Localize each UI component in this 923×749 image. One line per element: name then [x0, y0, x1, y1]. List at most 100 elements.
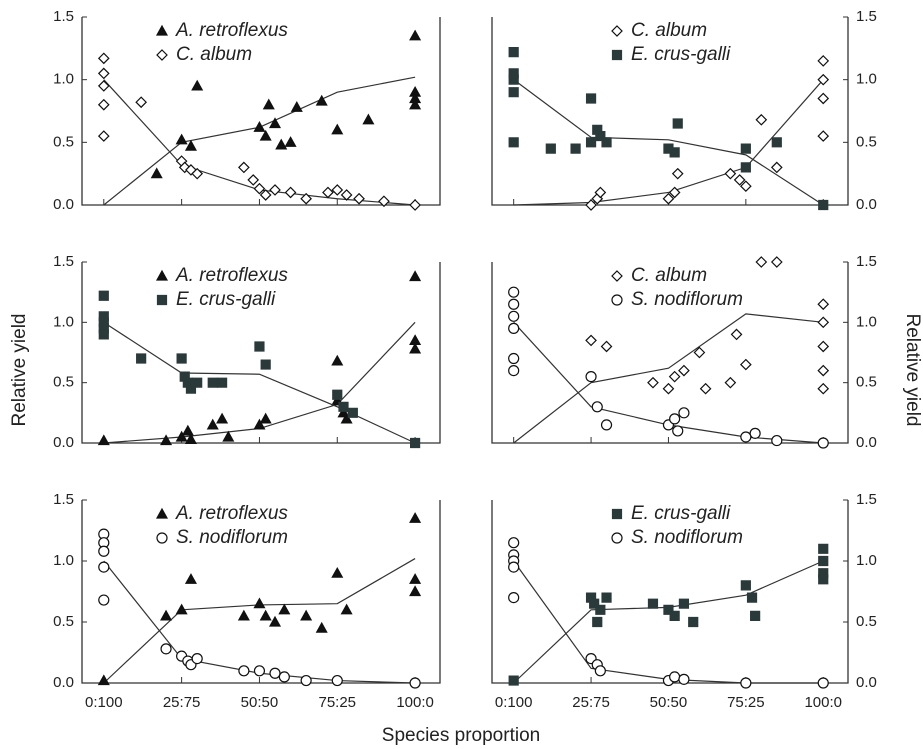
- data-point: [770, 256, 783, 268]
- data-point: [340, 412, 353, 424]
- data-point: [259, 609, 272, 621]
- legend-label: C. album: [631, 20, 707, 41]
- data-point: [340, 189, 353, 201]
- data-point: [817, 298, 830, 311]
- x-tick-label: 75:25: [318, 694, 356, 711]
- data-point: [284, 136, 297, 147]
- data-point: [260, 359, 271, 370]
- data-point: [740, 143, 751, 154]
- data-point: [746, 592, 758, 603]
- y-tick-label: 0.0: [856, 674, 877, 691]
- data-point: [672, 425, 684, 437]
- y-tick-label: 1.0: [53, 552, 74, 569]
- data-point: [740, 162, 751, 173]
- data-point: [508, 353, 520, 365]
- data-point: [669, 671, 681, 683]
- legend-label: A. retroflexus: [175, 265, 288, 286]
- data-point: [175, 430, 188, 442]
- y-tick-label: 1.0: [53, 313, 74, 330]
- data-point: [508, 137, 519, 148]
- data-point: [362, 113, 375, 125]
- data-point: [278, 603, 291, 615]
- data-point: [730, 328, 743, 341]
- data-point: [508, 74, 519, 85]
- legend-marker: [156, 294, 168, 306]
- data-point: [135, 96, 147, 109]
- data-point: [98, 290, 109, 301]
- x-tick-label: 100:0: [804, 694, 842, 711]
- data-point: [600, 340, 613, 353]
- data-point: [818, 543, 829, 554]
- data-point: [192, 377, 203, 388]
- data-point: [331, 675, 343, 687]
- x-tick-label: 100:0: [396, 694, 434, 711]
- data-point: [508, 322, 520, 334]
- data-point: [671, 167, 684, 180]
- y-axis-label-right: Relative yield: [902, 314, 923, 427]
- legend-marker: [156, 532, 168, 544]
- data-point: [585, 137, 597, 148]
- data-point: [508, 537, 520, 549]
- data-point: [817, 73, 830, 86]
- data-point: [175, 133, 188, 145]
- data-point: [176, 353, 187, 364]
- data-point: [508, 592, 520, 604]
- y-tick-label: 1.0: [856, 313, 877, 330]
- data-point: [733, 174, 746, 186]
- data-point: [269, 667, 281, 679]
- data-point: [678, 364, 690, 377]
- legend-label: S. nodiflorum: [631, 527, 743, 548]
- data-point: [300, 675, 312, 687]
- data-point: [750, 610, 761, 621]
- data-point: [207, 377, 218, 388]
- fit-line: [103, 558, 416, 684]
- data-point: [268, 615, 282, 627]
- data-point: [755, 113, 768, 126]
- data-point: [508, 298, 520, 310]
- data-point: [191, 653, 203, 665]
- fit-line: [513, 79, 824, 206]
- data-point: [160, 609, 173, 621]
- legend-label: E. crus-galli: [631, 44, 731, 65]
- data-point: [669, 413, 681, 425]
- data-point: [253, 597, 266, 609]
- y-tick-label: 0.5: [856, 374, 877, 391]
- x-tick-label: 25:75: [163, 694, 201, 711]
- legend-label: C. album: [176, 44, 252, 65]
- data-point: [508, 310, 520, 322]
- data-point: [409, 585, 422, 597]
- axis-frame: [491, 262, 849, 444]
- y-axis-label: Relative yield: [9, 314, 30, 427]
- data-point: [216, 377, 228, 388]
- data-point: [409, 512, 422, 523]
- data-point: [184, 573, 197, 584]
- data-point: [331, 184, 344, 196]
- legend-marker: [611, 25, 623, 37]
- data-point: [191, 167, 204, 180]
- data-point: [592, 616, 603, 628]
- fit-line: [513, 560, 824, 684]
- data-point: [378, 195, 390, 208]
- y-tick-label: 0.0: [856, 434, 877, 451]
- legend-marker: [155, 24, 169, 36]
- data-point: [254, 341, 265, 352]
- data-point: [662, 382, 675, 395]
- data-point: [585, 93, 597, 104]
- data-point: [601, 592, 612, 603]
- data-point: [409, 342, 422, 354]
- data-point: [278, 671, 290, 683]
- data-point: [740, 677, 752, 689]
- data-point: [322, 186, 334, 199]
- data-point: [585, 334, 597, 347]
- data-point: [409, 98, 422, 110]
- legend-marker: [155, 507, 169, 519]
- data-point: [699, 382, 712, 395]
- data-point: [206, 418, 219, 430]
- data-point: [678, 407, 690, 419]
- data-point: [409, 29, 422, 41]
- data-point: [739, 358, 752, 371]
- legend-label: C. album: [631, 265, 707, 286]
- fit-line: [513, 313, 824, 444]
- legend-marker: [155, 269, 169, 281]
